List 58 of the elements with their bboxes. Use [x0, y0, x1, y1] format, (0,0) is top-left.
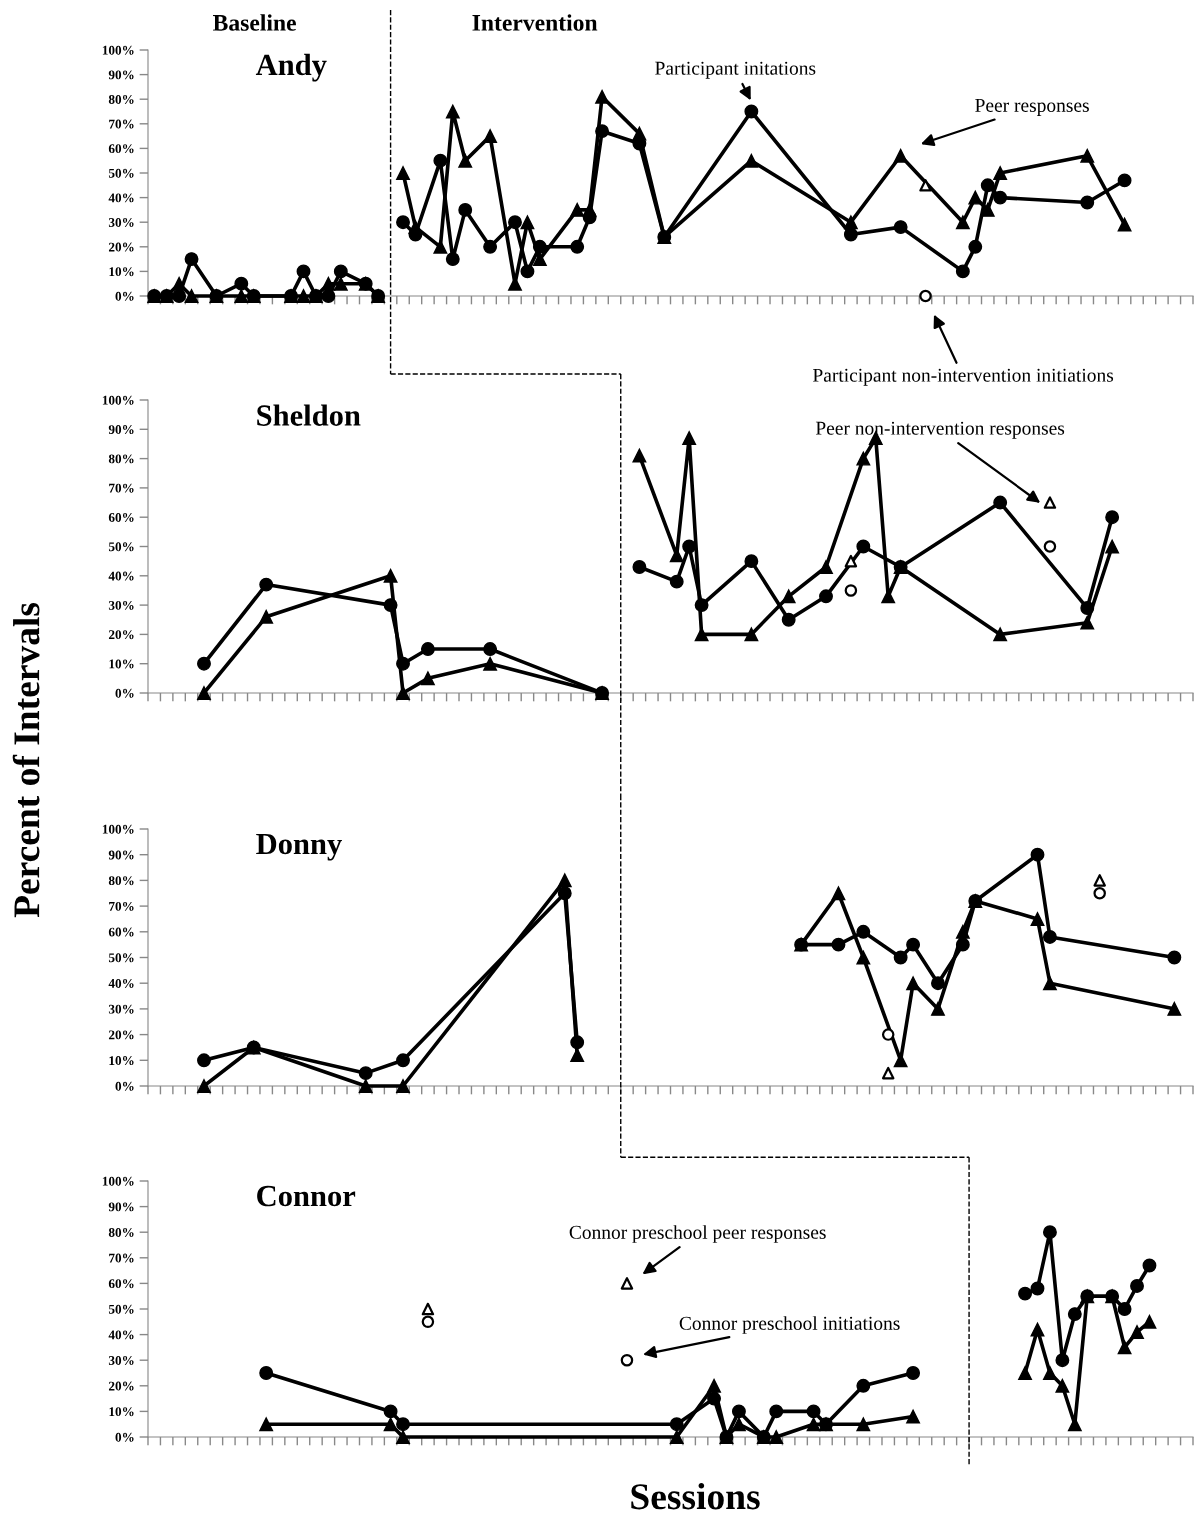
- y-tick-label: 70%: [109, 119, 134, 129]
- chart-title: Donny: [256, 833, 342, 861]
- y-tick-label: 30%: [108, 218, 134, 227]
- y-tick-label: 60%: [108, 1279, 134, 1289]
- chart-title: Andy: [255, 53, 327, 82]
- y-tick-label: 80%: [108, 876, 134, 886]
- y-tick-label: 30%: [108, 1004, 134, 1014]
- text: Participant non-intervention initiations: [812, 368, 1114, 386]
- y-tick-label: 10%: [109, 1407, 134, 1417]
- annotation: Connor preschool initiations: [679, 1316, 900, 1334]
- y-tick-label: 70%: [109, 901, 134, 911]
- chart-title: Connor: [257, 1185, 356, 1207]
- y-tick-label: 80%: [108, 454, 134, 464]
- y-tick-label: 100%: [102, 45, 134, 55]
- annotation: Participant initations: [655, 61, 816, 79]
- y-tick-label: 30%: [108, 600, 134, 610]
- annotation: Peer responses: [975, 99, 1089, 116]
- y-tick-label: 20%: [108, 630, 134, 640]
- y-tick-label: 20%: [108, 1381, 134, 1391]
- y-tick-label: 40%: [108, 571, 134, 581]
- y-tick-label: 80%: [108, 1228, 134, 1237]
- y-tick-label: 60%: [108, 144, 134, 154]
- y-tick-label: 40%: [108, 193, 134, 203]
- y-tick-label: 60%: [108, 513, 134, 522]
- y-tick-label: 20%: [108, 1030, 134, 1040]
- y-tick-label: 60%: [108, 927, 134, 937]
- y-tick-label: 10%: [109, 1056, 134, 1066]
- y-tick-label: 20%: [108, 242, 134, 252]
- y-tick-label: 90%: [108, 425, 134, 435]
- y-tick-label: 50%: [108, 953, 134, 963]
- y-tick-label: 0%: [115, 688, 134, 698]
- annotation: Connor preschool peer responses: [569, 1225, 826, 1243]
- text: Intervention: [472, 14, 598, 31]
- chart-title: Sheldon: [257, 404, 361, 426]
- y-tick-label: 30%: [108, 1356, 134, 1365]
- y-tick-label: 100%: [102, 1176, 134, 1186]
- y-tick-label: 90%: [108, 70, 134, 80]
- annotation: Peer non-intervention responses: [815, 421, 1065, 439]
- y-tick-label: 0%: [115, 291, 134, 301]
- text: Baseline: [213, 14, 296, 31]
- y-tick-label: 100%: [102, 395, 134, 405]
- y-axis-title: Percent of Intervals: [12, 602, 40, 918]
- y-tick-label: 40%: [108, 979, 134, 988]
- y-tick-label: 0%: [115, 1432, 134, 1442]
- y-tick-label: 80%: [108, 95, 134, 104]
- y-tick-label: 10%: [109, 659, 134, 669]
- y-tick-label: 90%: [108, 850, 134, 860]
- y-tick-label: 0%: [115, 1081, 134, 1091]
- y-tick-label: 100%: [102, 824, 134, 834]
- y-tick-label: 10%: [109, 267, 134, 277]
- y-tick-label: 90%: [108, 1202, 134, 1212]
- y-tick-label: 70%: [109, 483, 134, 493]
- y-tick-label: 50%: [108, 168, 134, 178]
- y-tick-label: 50%: [108, 542, 134, 552]
- x-axis-title: Sessions: [631, 1483, 760, 1510]
- y-tick-label: 50%: [108, 1304, 134, 1314]
- y-tick-label: 40%: [108, 1330, 134, 1340]
- y-tick-label: 70%: [109, 1253, 134, 1263]
